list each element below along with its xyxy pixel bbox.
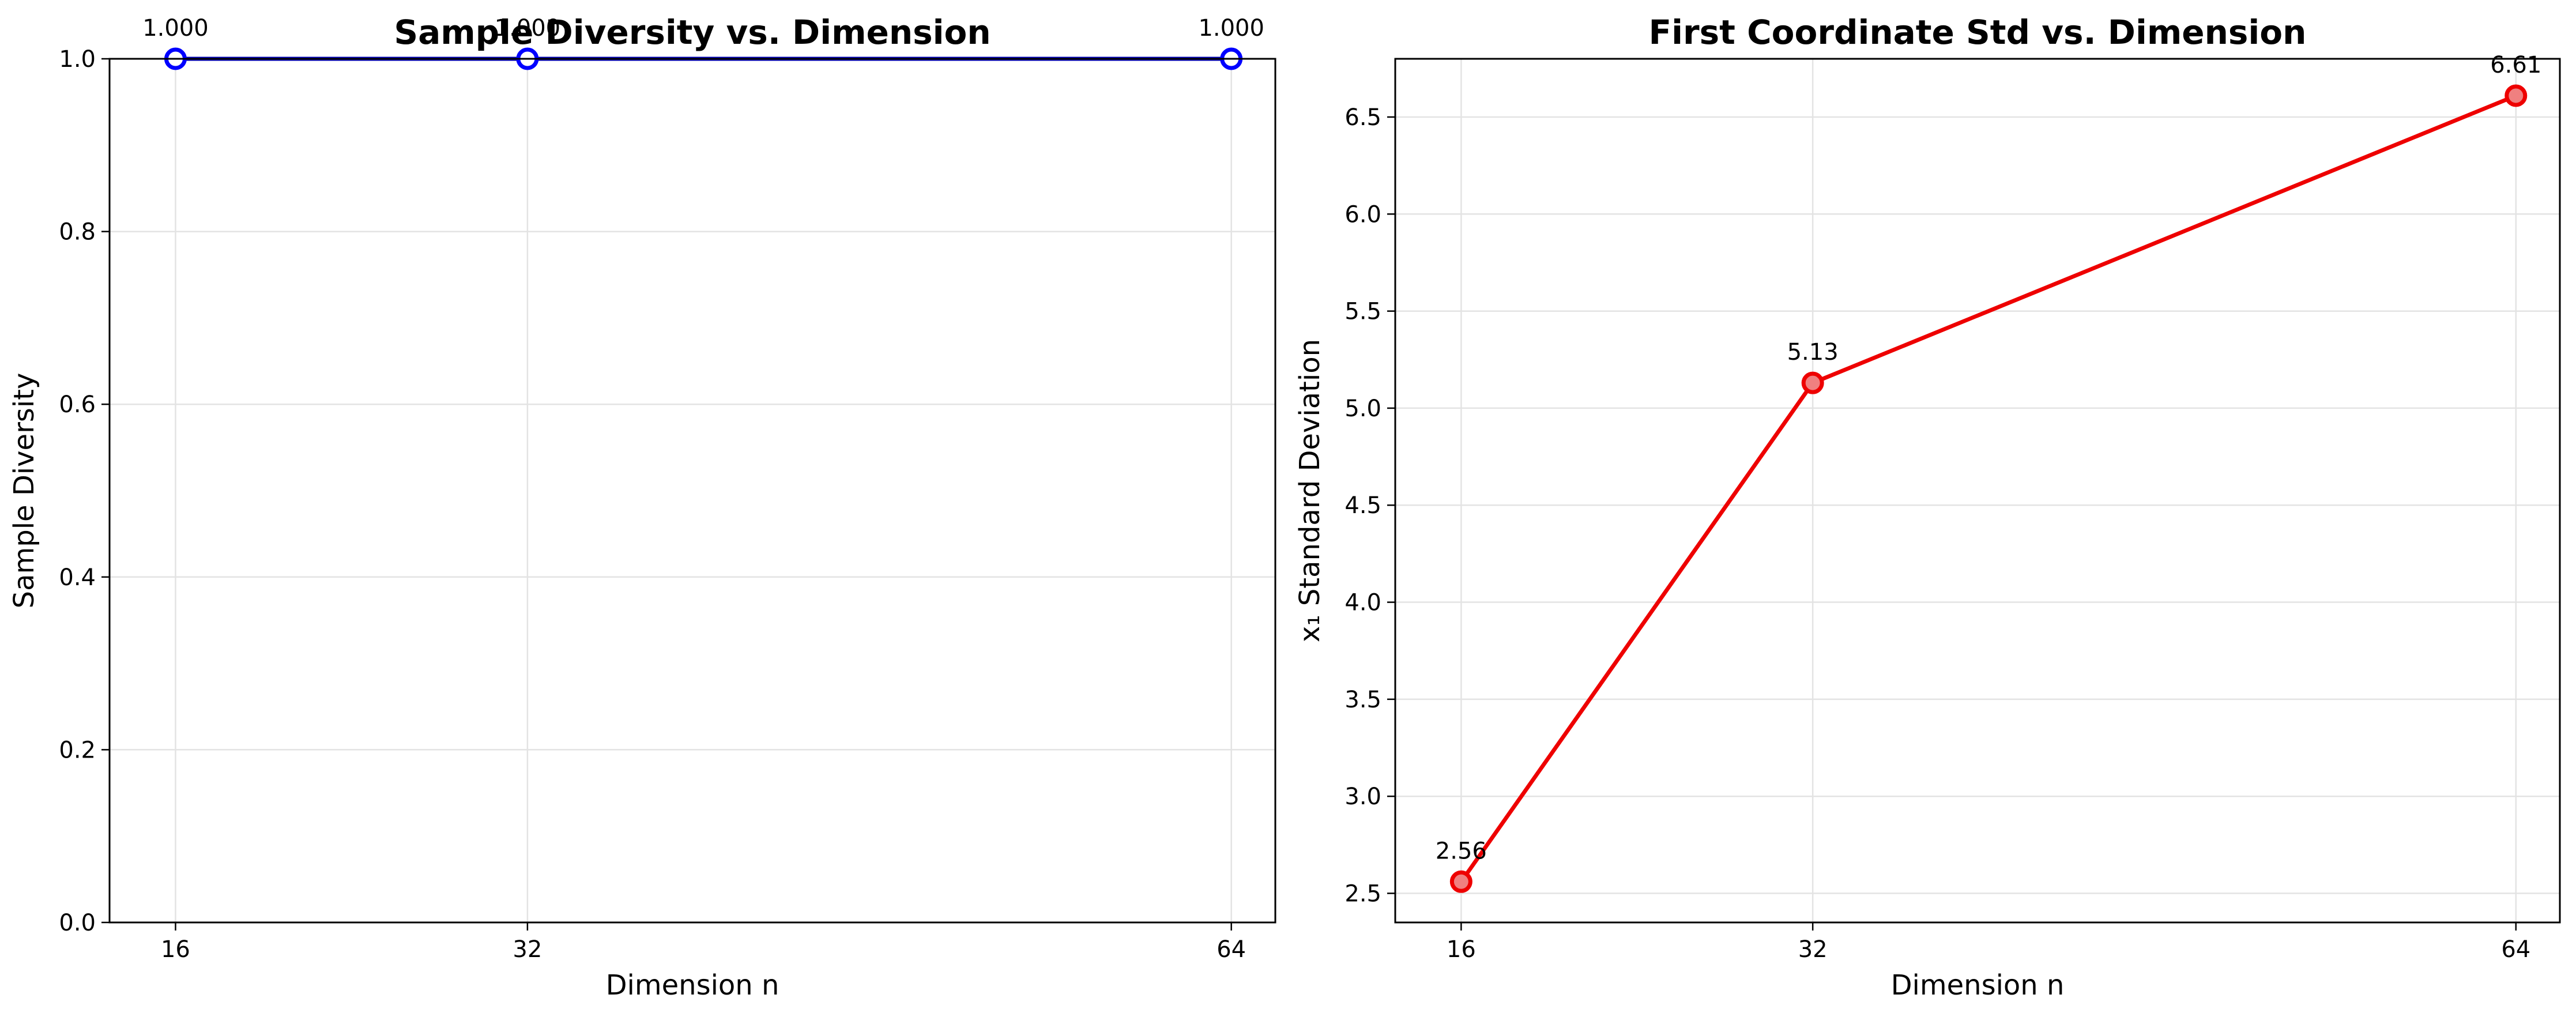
x-axis-label: Dimension n	[606, 969, 779, 1001]
y-tick-label: 0.6	[59, 391, 96, 418]
chart-1: 16 32 640.00.20.40.60.81.01.000 1.000 1.000S…	[8, 13, 1276, 1001]
data-label: 5.13	[1787, 339, 1839, 366]
y-tick-label: 2.5	[1345, 881, 1381, 907]
chart-title: Sample Diversity vs. Dimension	[394, 13, 991, 52]
data-label: 1.000	[142, 15, 209, 42]
y-tick-label: 3.5	[1345, 687, 1381, 713]
y-tick-label: 6.0	[1345, 201, 1381, 228]
x-axis-label: Dimension n	[1891, 969, 2065, 1001]
y-axis-label: Sample Diversity	[8, 373, 40, 609]
x-tick-label: 16	[161, 936, 190, 963]
chart-title: First Coordinate Std vs. Dimension	[1649, 13, 2307, 52]
y-tick-label: 0.0	[59, 910, 96, 936]
data-label: 1.000	[1198, 15, 1264, 42]
y-tick-label: 4.5	[1345, 492, 1381, 519]
data-label: 6.61	[2490, 52, 2541, 78]
x-tick-label: 32	[1798, 936, 1828, 963]
y-tick-label: 3.0	[1345, 784, 1381, 810]
chart-2: 16 32 64 2.5 3.0 3.5 4.0 4.5 5.0 5.5 6.0 6.5 2.56 5.1…	[1294, 13, 2561, 1001]
y-tick-label: 4.0	[1345, 590, 1381, 616]
y-tick-label: 0.8	[59, 219, 96, 246]
data-point	[1449, 870, 1472, 893]
y-tick-label: 5.5	[1345, 299, 1381, 325]
gridlines	[110, 58, 1275, 924]
y-tick-label: 1.0	[59, 46, 96, 73]
x-tick-label: 64	[1217, 936, 1246, 963]
x-tick-label: 16	[1447, 936, 1476, 963]
data-point	[2505, 84, 2528, 107]
x-tick-label: 64	[2501, 936, 2530, 963]
x-tick-label: 32	[513, 936, 542, 963]
y-axis-label: x₁ Standard Deviation	[1294, 339, 1326, 642]
axes-frame	[1394, 58, 2561, 924]
gridlines	[1395, 59, 2560, 922]
y-tick-label: 5.0	[1345, 396, 1381, 422]
data-label: 1.000	[495, 15, 561, 42]
data-point	[1801, 371, 1824, 394]
y-tick-label: 6.5	[1345, 104, 1381, 131]
y-tick-label: 0.4	[59, 564, 96, 591]
data-label: 2.56	[1436, 838, 1487, 864]
y-tick-label: 0.2	[59, 737, 96, 763]
axes-frame	[108, 58, 1276, 924]
